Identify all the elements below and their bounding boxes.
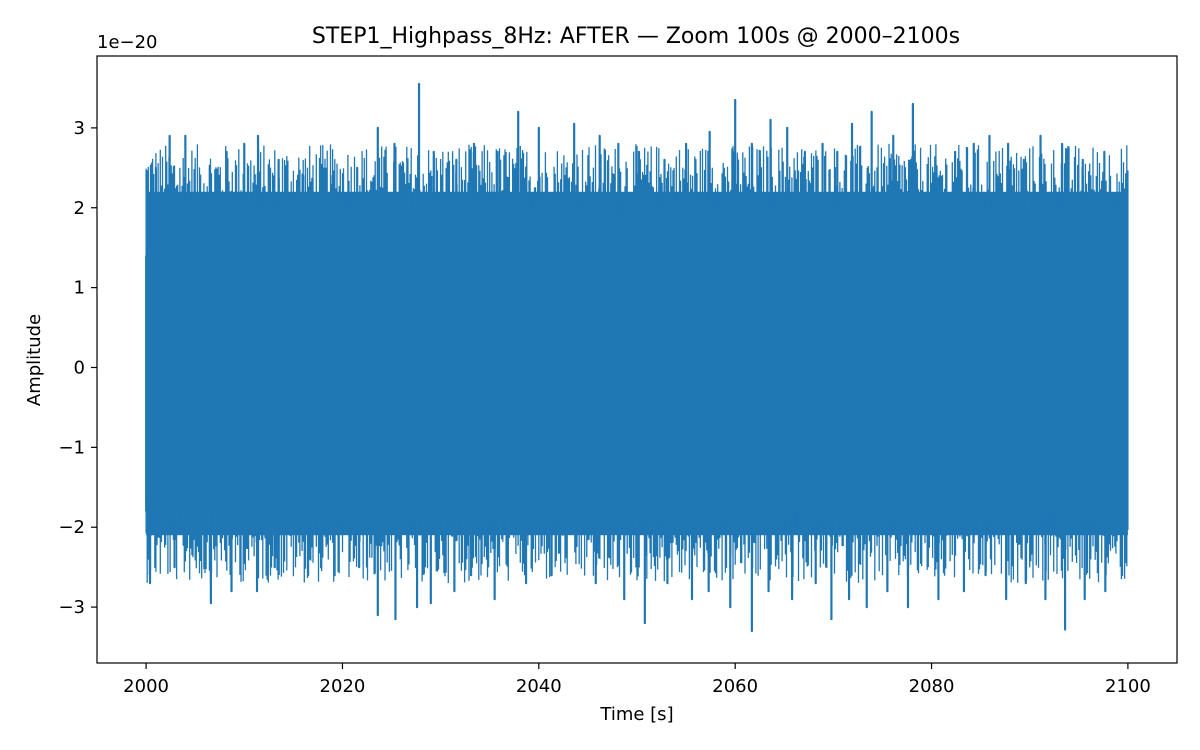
y-axis: −3 −2 −1 0 1 2 3: [58, 118, 97, 618]
y-tick-label: 3: [74, 118, 85, 139]
x-tick-label: 2080: [909, 676, 955, 697]
x-tick-label: 2060: [712, 676, 758, 697]
y-tick-label: 0: [74, 357, 85, 378]
y-tick-label: 2: [74, 198, 85, 219]
y-offset-text: 1e−20: [97, 32, 158, 53]
x-tick-label: 2040: [516, 676, 562, 697]
y-tick-label: −1: [58, 437, 85, 458]
signal-noise: [145, 143, 1129, 583]
y-tick-label: 1: [74, 278, 85, 299]
x-tick-label: 2000: [123, 676, 169, 697]
x-tick-label: 2020: [320, 676, 366, 697]
x-axis-label: Time [s]: [599, 704, 673, 725]
plot-frame: [96, 55, 1178, 664]
x-tick-label: 2100: [1105, 676, 1151, 697]
plot-series: [145, 82, 1129, 633]
y-tick-label: −2: [58, 517, 85, 538]
chart-title: STEP1_Highpass_8Hz: AFTER — Zoom 100s @ …: [312, 24, 960, 49]
y-axis-label: Amplitude: [24, 314, 45, 406]
x-axis: 2000 2020 2040 2060 2080 2100: [123, 663, 1151, 697]
y-tick-label: −3: [58, 597, 85, 618]
